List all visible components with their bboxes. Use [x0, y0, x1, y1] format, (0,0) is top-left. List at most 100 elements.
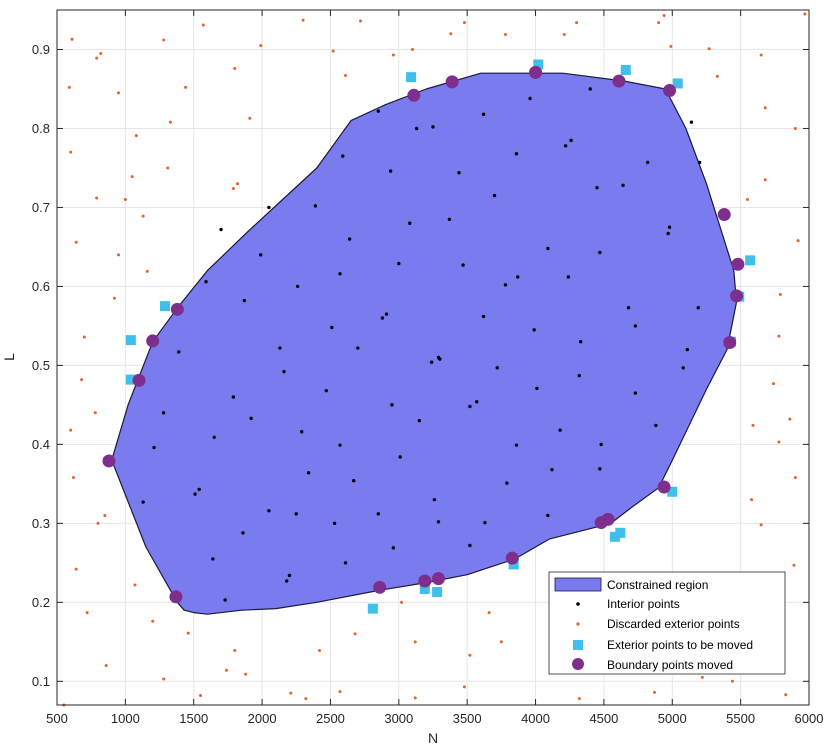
- legend-marker-discarded: [576, 622, 580, 626]
- boundary-point-1: [445, 75, 459, 89]
- discarded-point-70: [85, 611, 89, 615]
- interior-points-series: [141, 87, 702, 602]
- interior-point-83: [197, 487, 201, 492]
- discarded-point-16: [462, 21, 466, 25]
- legend-label-boundary: Boundary points moved: [607, 658, 733, 672]
- interior-point-5: [457, 170, 461, 175]
- discarded-point-92: [577, 697, 581, 701]
- boundary-point-3: [612, 74, 626, 88]
- discarded-point-61: [103, 513, 107, 517]
- discarded-point-38: [95, 196, 99, 200]
- exterior-point-0: [406, 72, 417, 83]
- discarded-point-76: [413, 640, 417, 644]
- y-tick-label-2: 0.3: [32, 516, 50, 531]
- interior-point-64: [633, 391, 638, 395]
- exterior-point-15: [419, 583, 430, 594]
- discarded-point-5: [117, 91, 121, 95]
- discarded-point-50: [80, 378, 84, 382]
- interior-point-71: [338, 443, 342, 447]
- discarded-point-30: [233, 66, 237, 70]
- discarded-point-78: [499, 640, 503, 644]
- x-tick-label-6: 3500: [453, 711, 482, 726]
- discarded-point-23: [759, 53, 763, 57]
- discarded-point-72: [186, 631, 190, 635]
- interior-point-52: [356, 346, 360, 350]
- interior-point-91: [546, 513, 550, 518]
- exterior-point-2: [620, 65, 631, 76]
- discarded-point-73: [233, 649, 237, 653]
- discarded-point-95: [730, 679, 734, 683]
- discarded-point-18: [575, 21, 579, 25]
- discarded-point-37: [166, 166, 170, 170]
- discarded-point-74: [318, 649, 322, 653]
- interior-point-82: [193, 492, 197, 496]
- interior-point-36: [503, 283, 508, 287]
- discarded-point-40: [74, 240, 78, 244]
- discarded-point-83: [104, 664, 108, 668]
- interior-point-81: [598, 467, 602, 471]
- discarded-point-47: [778, 292, 782, 296]
- interior-point-100: [223, 598, 227, 602]
- x-tick-label-2: 1500: [179, 711, 208, 726]
- interior-point-10: [514, 152, 519, 156]
- discarded-point-48: [112, 296, 116, 300]
- interior-point-53: [681, 366, 685, 370]
- exterior-point-4: [745, 255, 756, 266]
- interior-point-50: [578, 340, 583, 344]
- interior-point-78: [351, 479, 356, 483]
- boundary-point-0: [407, 88, 421, 102]
- interior-point-17: [621, 183, 625, 188]
- discarded-point-25: [715, 74, 719, 78]
- discarded-point-49: [82, 335, 86, 339]
- x-tick-label-1: 1000: [111, 711, 140, 726]
- discarded-point-58: [71, 476, 75, 480]
- discarded-point-28: [134, 134, 138, 138]
- interior-point-75: [654, 423, 658, 428]
- boundary-point-7: [730, 289, 744, 303]
- interior-point-15: [492, 193, 497, 198]
- interior-point-40: [481, 314, 486, 319]
- interior-point-98: [285, 579, 289, 583]
- discarded-point-17: [562, 32, 566, 36]
- interior-point-60: [390, 403, 394, 407]
- interior-point-23: [347, 237, 352, 241]
- discarded-point-27: [793, 126, 797, 130]
- x-tick-label-0: 500: [46, 711, 68, 726]
- discarded-point-4: [99, 51, 103, 55]
- discarded-point-33: [184, 85, 188, 89]
- legend-marker-boundary: [572, 658, 584, 670]
- boundary-point-16: [505, 551, 519, 565]
- interior-point-58: [231, 395, 236, 399]
- discarded-point-44: [745, 198, 749, 202]
- discarded-point-85: [225, 668, 229, 672]
- discarded-point-3: [95, 56, 99, 60]
- interior-point-87: [294, 512, 298, 516]
- exterior-point-14: [432, 587, 443, 598]
- boundary-point-13: [657, 480, 671, 494]
- y-tick-label-7: 0.8: [32, 121, 50, 136]
- interior-point-18: [645, 160, 650, 165]
- discarded-point-22: [707, 47, 711, 51]
- discarded-point-31: [248, 116, 252, 120]
- interior-point-28: [397, 261, 401, 266]
- discarded-point-87: [289, 691, 293, 695]
- discarded-point-101: [487, 611, 491, 615]
- interior-point-61: [468, 404, 472, 409]
- interior-point-96: [343, 561, 348, 565]
- boundary-point-11: [132, 373, 146, 387]
- y-tick-label-1: 0.2: [32, 595, 50, 610]
- x-tick-label-5: 3000: [384, 711, 413, 726]
- discarded-point-91: [462, 685, 466, 689]
- discarded-point-8: [259, 44, 263, 48]
- exterior-point-16: [367, 603, 378, 614]
- discarded-point-64: [133, 583, 137, 587]
- discarded-point-41: [141, 214, 145, 218]
- boundary-point-6: [731, 257, 745, 271]
- x-tick-label-11: 6000: [795, 711, 824, 726]
- exterior-point-11: [609, 531, 620, 542]
- discarded-point-88: [304, 697, 308, 701]
- x-tick-label-7: 4000: [521, 711, 550, 726]
- interior-point-92: [241, 531, 245, 535]
- discarded-point-51: [777, 334, 781, 338]
